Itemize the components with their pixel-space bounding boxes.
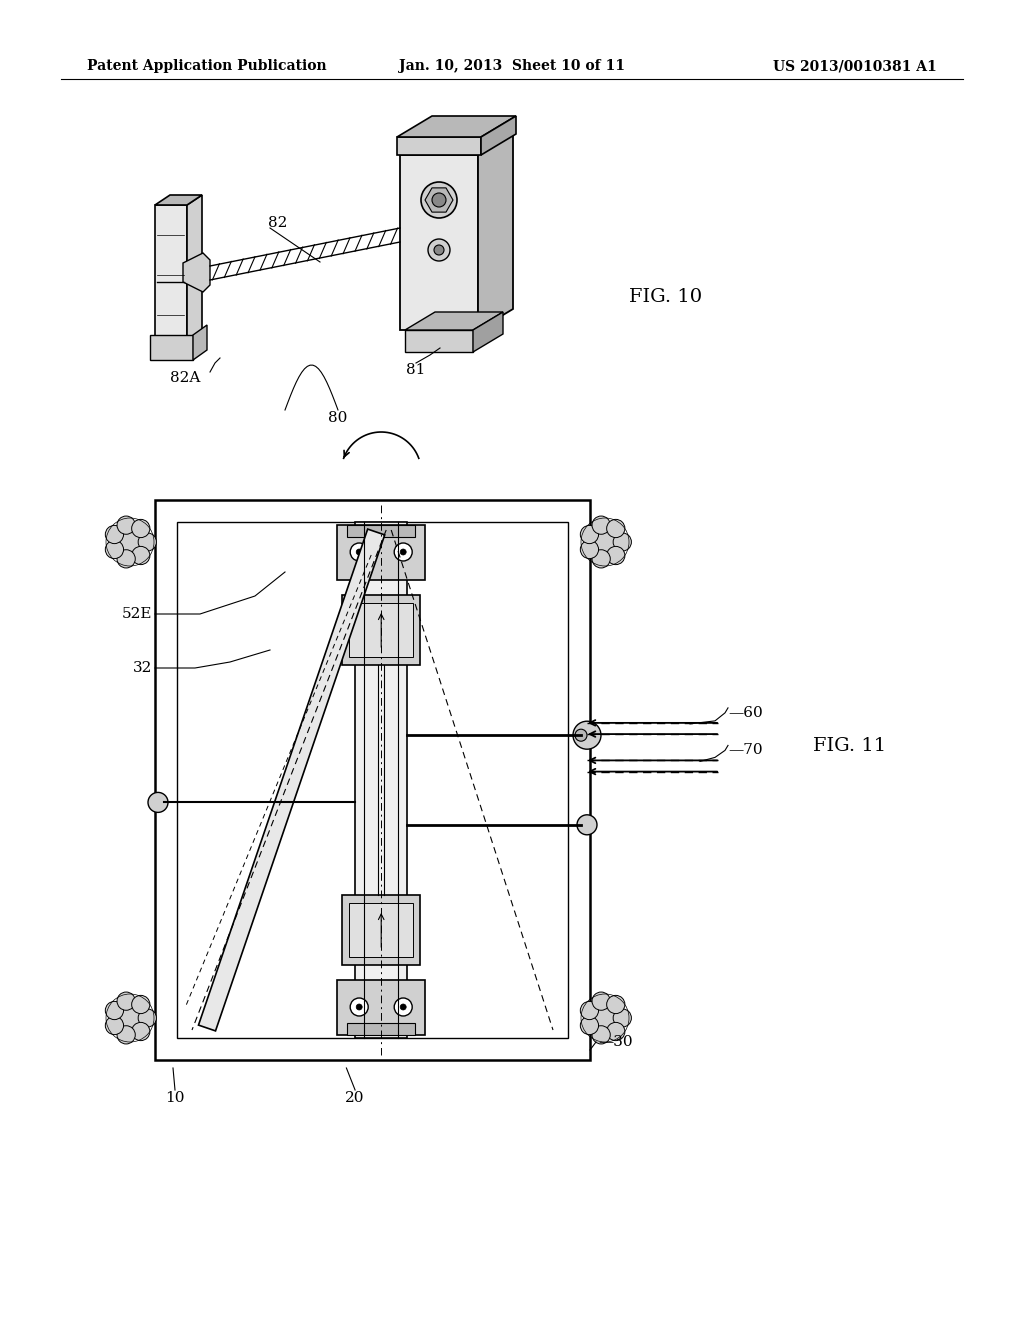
Circle shape [117,549,135,568]
Circle shape [132,995,150,1014]
Circle shape [593,1006,617,1030]
Polygon shape [481,116,516,154]
Circle shape [592,516,610,535]
Circle shape [105,540,124,558]
Text: —30: —30 [598,1035,633,1049]
Text: 82: 82 [268,216,288,230]
Bar [349,903,414,957]
Polygon shape [183,253,210,292]
Circle shape [132,546,150,565]
Text: —70: —70 [728,743,763,758]
Bar [177,521,568,1038]
Polygon shape [406,312,503,330]
Circle shape [432,193,446,207]
Bar [347,1023,415,1035]
Circle shape [421,182,457,218]
Circle shape [434,246,444,255]
Circle shape [118,531,142,554]
Polygon shape [397,137,481,154]
Circle shape [613,533,632,552]
Bar [342,895,420,965]
Circle shape [606,1023,625,1040]
Circle shape [350,543,369,561]
Circle shape [581,1016,599,1035]
Text: 52E: 52E [122,607,152,620]
Text: 80: 80 [329,411,348,425]
Circle shape [117,993,135,1010]
Text: FIG. 11: FIG. 11 [813,738,887,755]
Text: US 2013/0010381 A1: US 2013/0010381 A1 [773,59,937,73]
Circle shape [613,1008,632,1027]
Text: —60: —60 [728,706,763,719]
Polygon shape [400,135,513,154]
Circle shape [138,533,157,552]
Circle shape [105,1016,124,1035]
Polygon shape [155,195,202,205]
Circle shape [400,1005,407,1010]
Polygon shape [400,154,478,330]
Polygon shape [199,529,385,1031]
Text: 32: 32 [133,661,152,675]
Bar [355,521,408,1038]
Circle shape [148,792,168,812]
Circle shape [581,1002,599,1019]
Polygon shape [425,187,453,213]
Circle shape [394,998,413,1016]
Bar [347,525,415,537]
Circle shape [573,721,601,750]
Circle shape [577,814,597,834]
Circle shape [592,1026,610,1044]
Circle shape [428,239,450,261]
Circle shape [606,995,625,1014]
Text: 82A: 82A [170,371,200,385]
Circle shape [350,998,369,1016]
Polygon shape [406,330,473,352]
Circle shape [593,531,617,554]
Circle shape [132,1023,150,1040]
Text: Patent Application Publication: Patent Application Publication [87,59,327,73]
Circle shape [132,519,150,537]
Text: 10: 10 [165,1092,184,1105]
Bar [337,525,425,579]
Circle shape [117,516,135,535]
Text: Jan. 10, 2013  Sheet 10 of 11: Jan. 10, 2013 Sheet 10 of 11 [399,59,625,73]
Polygon shape [187,195,202,360]
Circle shape [105,1002,124,1019]
Circle shape [356,1005,362,1010]
Circle shape [138,1008,157,1027]
Circle shape [592,549,610,568]
Circle shape [581,525,599,544]
Circle shape [606,546,625,565]
Text: 20: 20 [345,1092,365,1105]
Bar [155,500,590,1060]
Polygon shape [155,205,187,360]
Polygon shape [397,116,516,137]
Circle shape [394,543,413,561]
Polygon shape [150,335,193,360]
Polygon shape [193,325,207,360]
Text: 81: 81 [407,363,426,378]
Circle shape [575,729,587,742]
Circle shape [118,1006,142,1030]
Bar [342,595,420,665]
Circle shape [400,549,407,554]
Bar [337,979,425,1035]
Circle shape [105,525,124,544]
Circle shape [606,519,625,537]
Bar [349,603,414,657]
Circle shape [592,993,610,1010]
Polygon shape [473,312,503,352]
Circle shape [356,549,362,554]
Polygon shape [478,135,513,330]
Text: FIG. 10: FIG. 10 [629,288,702,306]
Circle shape [581,540,599,558]
Circle shape [117,1026,135,1044]
